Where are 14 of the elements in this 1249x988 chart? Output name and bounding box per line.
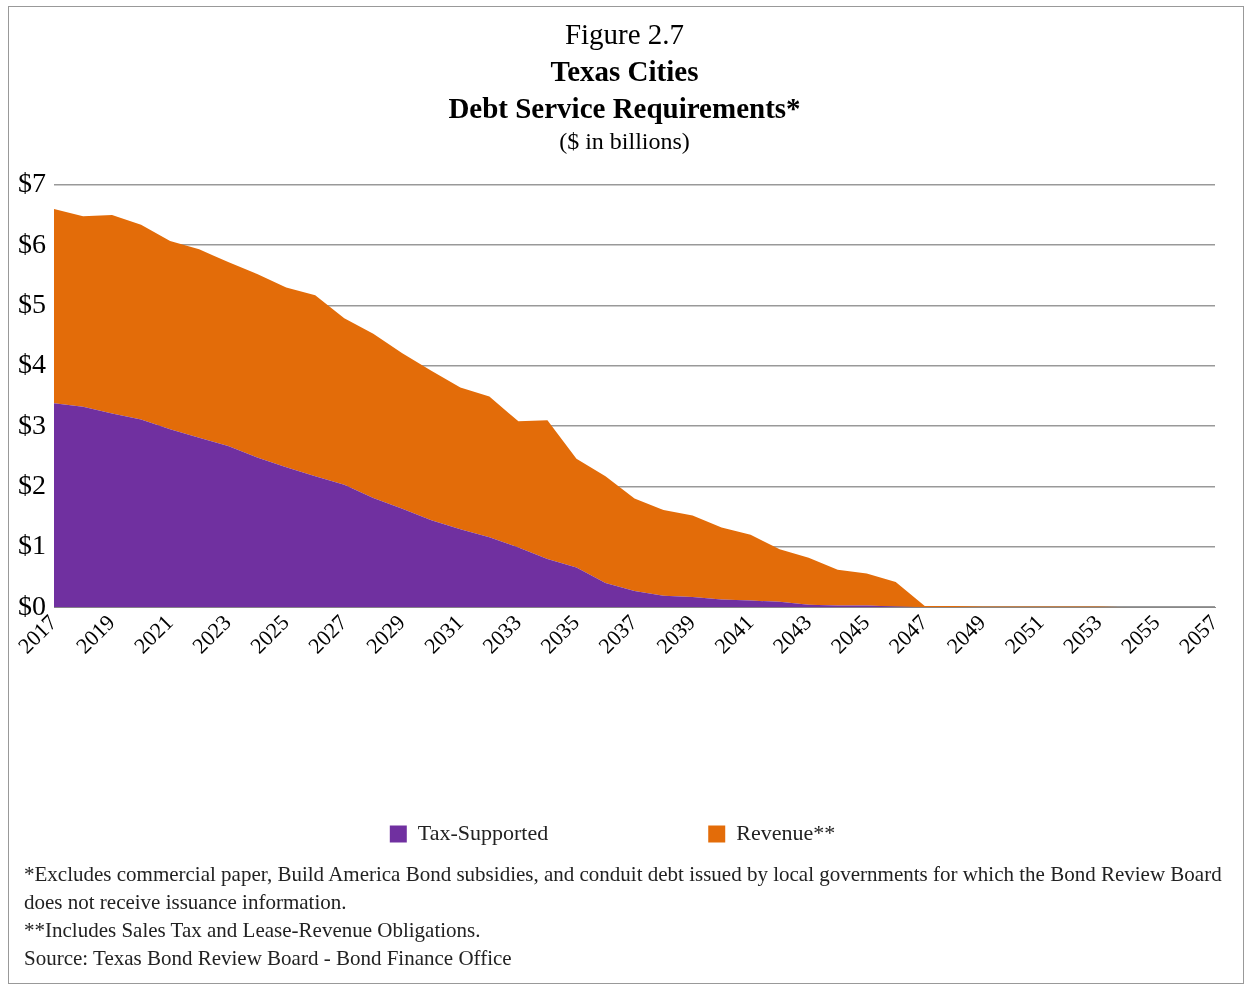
y-tick-label: $5 [18, 287, 46, 319]
source-note: Source: Texas Bond Review Board - Bond Finance Office [24, 945, 513, 972]
y-tick-label: $6 [18, 227, 46, 259]
text: *Excludes commercial paper, Build America Bond subsidies, and conduit debt issued by local governments for which the Bond Review Board does not receive issuance information. [24, 861, 1223, 916]
y-tick-label: $3 [18, 408, 46, 440]
chart-subtitle: ($ in billions) [558, 127, 691, 155]
legend-label: Tax-Supported [417, 819, 549, 845]
legend-label: Revenue** [736, 819, 836, 845]
y-tick-label: $2 [18, 468, 46, 500]
y-tick-label: $1 [18, 529, 46, 561]
y-tick-label: $7 [18, 167, 46, 199]
text: **Includes Sales Tax and Lease-Revenue Obligations. [24, 917, 482, 944]
y-tick-label: $4 [18, 348, 46, 380]
chart-title: Figure 2.7 Texas Cities Debt Service Requirements* [447, 17, 802, 126]
